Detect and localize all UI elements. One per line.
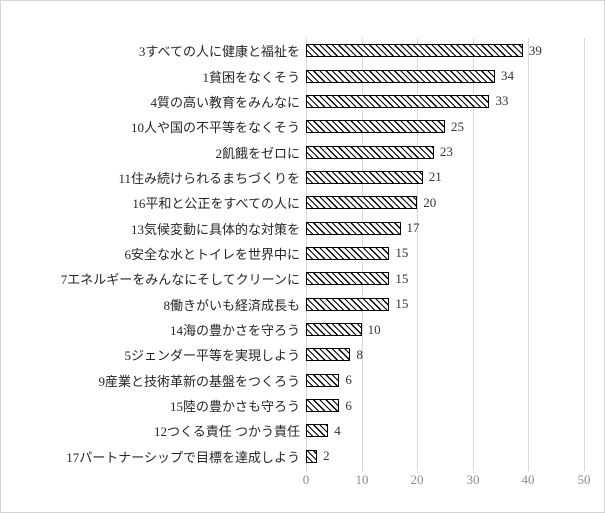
category-label: 10人や国の不平等をなくそう [130,120,300,136]
value-label: 39 [528,42,542,58]
gridline-x-20 [417,38,418,471]
value-label: 23 [439,144,453,160]
bar [306,69,496,83]
bar [306,145,434,159]
gridline-x-50 [584,38,585,471]
value-label: 6 [345,372,352,388]
category-label: 2飢餓をゼロに [215,145,300,161]
x-axis-tick-label: 40 [521,472,535,487]
bar [306,348,351,362]
bar-row: 5ジェンダー平等を実現しよう 8 [1,342,604,367]
bar-row: 15陸の豊かさも守ろう 6 [1,393,604,418]
value-label: 8 [356,346,363,362]
gridline-x-40 [528,38,529,471]
bar [306,120,445,134]
value-label: 21 [428,169,442,185]
value-label: 15 [395,270,409,286]
category-label: 14海の豊かさを守ろう [169,323,300,339]
category-label: 9産業と技術革新の基盤をつくろう [98,373,300,389]
bar [306,44,523,58]
value-label: 17 [406,220,420,236]
bar [306,246,390,260]
category-label: 7エネルギーをみんなにそしてクリーンに [60,272,300,288]
category-label: 16平和と公正をすべての人に [132,196,300,212]
bar-row: 1貧困をなくそう 34 [1,63,604,88]
bar [306,323,362,337]
bar-row: 4質の高い教育をみんなに 33 [1,89,604,114]
bar [306,424,329,438]
bar [306,94,490,108]
bar-row: 13気候変動に具体的な対策を 17 [1,215,604,240]
category-label: 12つくる責任 つかう責任 [154,424,300,440]
bar-row: 17パートナーシップで目標を達成しよう 2 [1,444,604,469]
category-label: 5ジェンダー平等を実現しよう [124,348,300,364]
bar [306,297,390,311]
x-axis-tick-label: 50 [577,472,591,487]
bar-row: 11住み続けられるまちづくりを 21 [1,165,604,190]
bar-row: 8働きがいも経済成長も 15 [1,292,604,317]
value-label: 25 [451,118,464,134]
category-label: 4質の高い教育をみんなに [150,94,300,110]
bar [306,170,423,184]
bar-row: 16平和と公正をすべての人に 20 [1,190,604,215]
bar [306,373,340,387]
category-label: 6安全な水とトイレを世界中に [124,246,300,262]
x-axis-tick-label: 20 [410,472,424,487]
bar-row: 7エネルギーをみんなにそしてクリーンに 15 [1,266,604,291]
value-label: 34 [501,68,515,84]
category-label: 13気候変動に具体的な対策を [130,221,300,237]
x-axis-tick-label: 0 [302,472,310,487]
bar-row: 14海の豊かさを守ろう 10 [1,317,604,342]
category-label: 8働きがいも経済成長も [163,297,300,313]
value-label: 20 [423,194,437,210]
bar-row: 6安全な水とトイレを世界中に 15 [1,241,604,266]
category-label: 11住み続けられるまちづくりを [118,170,300,186]
value-label: 10 [367,321,381,337]
bar-row: 12つくる責任 つかう責任 4 [1,418,604,443]
x-axis-tick-label: 30 [466,472,480,487]
value-label: 15 [395,296,409,312]
bar-row: 2飢餓をゼロに 23 [1,139,604,164]
bar-row: 9産業と技術革新の基盤をつくろう 6 [1,368,604,393]
value-label: 6 [345,397,352,413]
bar [306,272,390,286]
value-label: 4 [334,422,341,438]
category-label: 15陸の豊かさも守ろう [169,399,300,415]
category-label: 1貧困をなくそう [202,69,300,85]
bar [306,399,340,413]
x-axis-tick-label: 10 [355,472,369,487]
value-label: 33 [495,93,509,109]
gridline-x-30 [473,38,474,471]
bar [306,221,401,235]
value-label: 15 [395,245,409,261]
bar [306,449,318,463]
bar-row: 3すべての人に健康と福祉を 39 [1,38,604,63]
bar-row: 10人や国の不平等をなくそう 25 [1,114,604,139]
bar [306,196,418,210]
category-label: 17パートナーシップで目標を達成しよう [66,449,300,465]
value-label: 2 [323,448,330,464]
category-label: 3すべての人に健康と福祉を [138,44,300,60]
